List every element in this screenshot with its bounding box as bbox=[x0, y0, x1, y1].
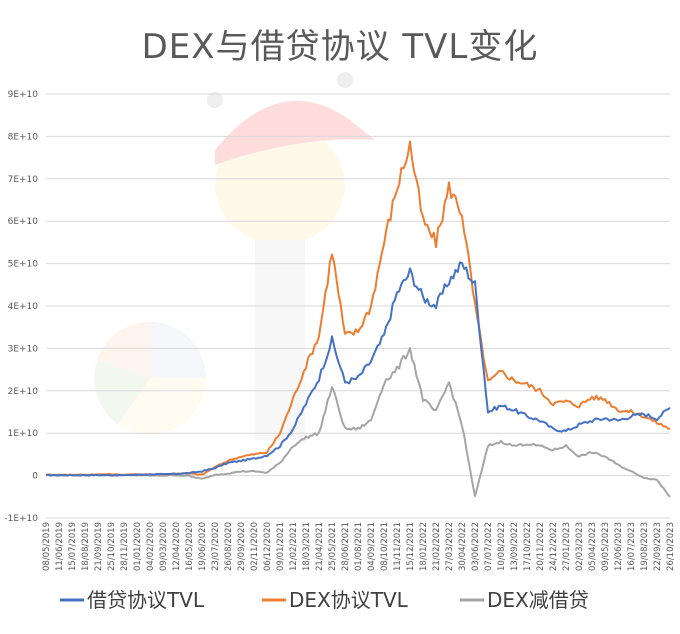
legend-item-1: DEX协议TVL bbox=[262, 588, 409, 612]
x-tick-label: 21/02/2022 bbox=[432, 522, 442, 571]
x-tick-label: 18/03/2021 bbox=[302, 522, 312, 571]
x-tick-label: 11/11/2021 bbox=[393, 522, 403, 571]
x-tick-label: 12/04/2020 bbox=[172, 522, 182, 571]
x-tick-label: 19/06/2020 bbox=[198, 522, 208, 571]
y-tick-label: 8E+10 bbox=[8, 132, 39, 142]
x-tick-label: 21/09/2019 bbox=[94, 522, 104, 571]
watermark-mascot-icon bbox=[94, 72, 375, 440]
x-tick-label: 29/09/2020 bbox=[237, 522, 247, 571]
x-tick-label: 27/03/2022 bbox=[445, 522, 455, 571]
y-tick-label: 3E+10 bbox=[8, 344, 39, 354]
x-tick-label: 17/10/2022 bbox=[523, 522, 533, 571]
axis-layer: -1E+10 0 1E+10 2E+10 3E+10 4E+10 5E+10 6E+10 7E+… bbox=[4, 90, 676, 571]
x-tick-label: 06/12/2020 bbox=[263, 522, 273, 571]
x-tick-label: 05/04/2023 bbox=[588, 522, 598, 571]
x-tick-label: 12/06/2023 bbox=[614, 522, 624, 571]
x-tick-label: 13/09/2022 bbox=[510, 522, 520, 571]
y-tick-label: 1E+10 bbox=[8, 429, 39, 439]
x-tick-label: 02/11/2020 bbox=[250, 522, 260, 571]
x-tick-label: 20/11/2022 bbox=[536, 522, 546, 571]
x-tick-label: 28/11/2019 bbox=[120, 522, 130, 571]
x-tick-label: 25/10/2019 bbox=[107, 522, 117, 571]
x-tick-label: 18/01/2022 bbox=[419, 522, 429, 571]
x-tick-label: 02/03/2023 bbox=[575, 522, 585, 571]
x-tick-label: 19/08/2023 bbox=[640, 522, 650, 571]
x-tick-label: 22/09/2023 bbox=[653, 522, 663, 571]
grid-layer bbox=[46, 93, 670, 519]
legend-label: DEX协议TVL bbox=[289, 588, 409, 612]
y-tick-label: 7E+10 bbox=[8, 175, 39, 185]
x-tick-label: 09/05/2023 bbox=[601, 522, 611, 571]
series-line-2 bbox=[45, 347, 671, 498]
legend-item-0: 借贷协议TVL bbox=[60, 588, 205, 612]
x-tick-label: 26/10/2023 bbox=[666, 522, 676, 571]
y-tick-label: 0 bbox=[32, 472, 38, 482]
x-tick-label: 03/06/2022 bbox=[471, 522, 481, 571]
series-line-0 bbox=[46, 261, 671, 477]
y-tick-label: 5E+10 bbox=[8, 260, 39, 270]
x-tick-label: 27/01/2023 bbox=[562, 522, 572, 571]
x-tick-label: 09/01/2021 bbox=[276, 522, 286, 571]
x-tick-label: 24/12/2022 bbox=[549, 522, 559, 571]
x-tick-label: 01/01/2020 bbox=[133, 522, 143, 571]
legend-label: DEX减借贷 bbox=[487, 588, 589, 612]
x-tick-label: 07/07/2022 bbox=[484, 522, 494, 571]
y-tick-label: 4E+10 bbox=[8, 302, 39, 312]
legend-item-2: DEX减借贷 bbox=[460, 588, 589, 612]
x-tick-label: 26/08/2020 bbox=[224, 522, 234, 571]
y-tick-label: 6E+10 bbox=[8, 217, 39, 227]
x-tick-label: 30/04/2022 bbox=[458, 522, 468, 571]
y-tick-label: 9E+10 bbox=[8, 90, 39, 100]
x-tick-label: 25/05/2021 bbox=[328, 522, 338, 571]
y-tick-label: -1E+10 bbox=[4, 514, 38, 524]
x-tick-label: 11/06/2019 bbox=[55, 522, 65, 571]
x-tick-label: 04/02/2020 bbox=[146, 522, 156, 571]
x-tick-label: 16/07/2023 bbox=[627, 522, 637, 571]
series-layer bbox=[45, 140, 671, 498]
x-tick-label: 28/06/2021 bbox=[341, 522, 351, 571]
x-tick-label: 18/08/2019 bbox=[81, 522, 91, 571]
x-tick-label: 15/07/2019 bbox=[68, 522, 78, 571]
x-tick-label: 08/05/2019 bbox=[42, 522, 52, 571]
legend-label: 借贷协议TVL bbox=[87, 588, 205, 612]
x-tick-label: 16/05/2020 bbox=[185, 522, 195, 571]
x-tick-label: 04/09/2021 bbox=[367, 522, 377, 571]
x-tick-label: 01/08/2021 bbox=[354, 522, 364, 571]
chart-title: DEX与借贷协议 TVL变化 bbox=[142, 27, 539, 67]
y-tick-label: 2E+10 bbox=[8, 387, 39, 397]
x-tick-label: 08/10/2021 bbox=[380, 522, 390, 571]
x-tick-label: 12/02/2021 bbox=[289, 522, 299, 571]
x-tick-label: 21/04/2021 bbox=[315, 522, 325, 571]
x-tick-label: 15/12/2021 bbox=[406, 522, 416, 571]
x-tick-label: 10/08/2022 bbox=[497, 522, 507, 571]
x-tick-label: 09/03/2020 bbox=[159, 522, 169, 571]
x-tick-label: 23/07/2020 bbox=[211, 522, 221, 571]
legend: 借贷协议TVL DEX协议TVL DEX减借贷 bbox=[60, 588, 589, 612]
